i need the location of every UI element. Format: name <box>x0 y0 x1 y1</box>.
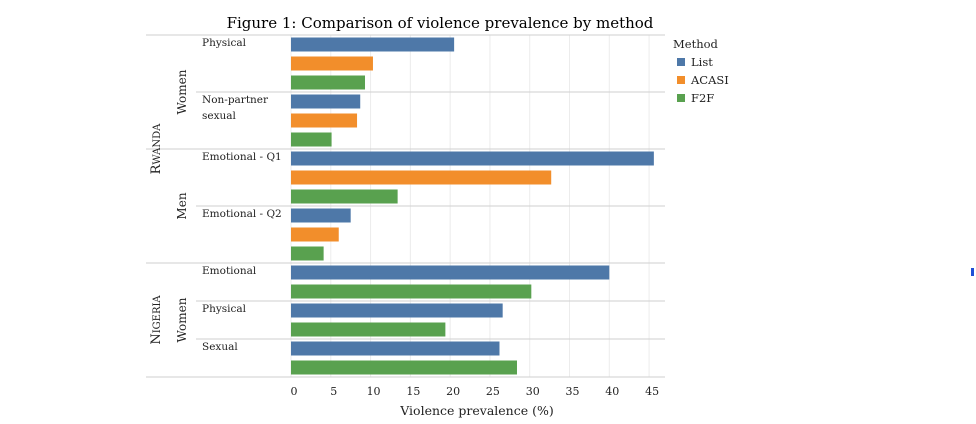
x-axis-label: Violence prevalence (%) <box>399 403 554 418</box>
legend-entry: ACASI <box>690 73 729 87</box>
x-tick-label: 40 <box>605 385 619 398</box>
x-tick-label: 20 <box>446 385 460 398</box>
bar-f2f <box>291 284 532 299</box>
bar-f2f <box>291 189 398 204</box>
bar-f2f <box>291 132 332 147</box>
group-label: Women <box>175 297 189 342</box>
bar-list <box>291 341 500 356</box>
row-label: Physical <box>202 303 247 315</box>
legend-entry: List <box>691 55 713 69</box>
row-label: sexual <box>202 110 237 122</box>
bar-list <box>291 151 654 166</box>
legend-swatch <box>677 76 685 84</box>
bar-acasi <box>291 56 373 71</box>
x-tick-label: 15 <box>406 385 420 398</box>
bar-f2f <box>291 322 446 337</box>
chart-title: Figure 1: Comparison of violence prevale… <box>227 14 654 32</box>
row-label: Emotional - Q2 <box>202 208 282 220</box>
country-label: NIGERIA <box>149 295 164 345</box>
row-label: Emotional - Q1 <box>202 151 282 163</box>
bar-list <box>291 303 503 318</box>
separators <box>146 34 665 378</box>
x-tick-label: 35 <box>566 385 580 398</box>
bar-f2f <box>291 360 517 375</box>
row-label: Non-partner <box>202 94 269 106</box>
bar-list <box>291 94 361 109</box>
bar-list <box>291 265 610 280</box>
group-labels: Women Men RWANDA Women NIGERIA <box>149 69 189 344</box>
bar-f2f <box>291 246 324 261</box>
row-label: Emotional <box>202 265 257 277</box>
legend: Method List ACASI F2F <box>673 37 729 105</box>
x-tick-label: 30 <box>526 385 540 398</box>
x-tick-label: 5 <box>330 385 337 398</box>
x-tick-label: 45 <box>645 385 659 398</box>
bar-acasi <box>291 170 552 185</box>
legend-entry: F2F <box>691 91 714 105</box>
row-label: Sexual <box>202 341 238 353</box>
group-label: Women <box>175 69 189 114</box>
bar-f2f <box>291 75 366 90</box>
x-tick-label: 25 <box>486 385 500 398</box>
x-ticks: 0 5 10 15 20 25 30 35 40 45 <box>291 385 660 398</box>
x-tick-label: 10 <box>367 385 381 398</box>
edge-marker <box>971 268 974 276</box>
x-tick-label: 0 <box>291 385 298 398</box>
bars <box>291 37 654 375</box>
country-label: RWANDA <box>149 123 164 175</box>
legend-swatch <box>677 94 685 102</box>
bar-list <box>291 208 351 223</box>
group-label: Men <box>175 192 189 219</box>
bar-list <box>291 37 455 52</box>
row-labels: Physical Non-partner sexual Emotional - Q1 E… <box>202 37 282 353</box>
legend-title: Method <box>673 37 719 51</box>
bar-acasi <box>291 227 339 242</box>
bar-acasi <box>291 113 358 128</box>
row-label: Physical <box>202 37 247 49</box>
legend-swatch <box>677 58 685 66</box>
